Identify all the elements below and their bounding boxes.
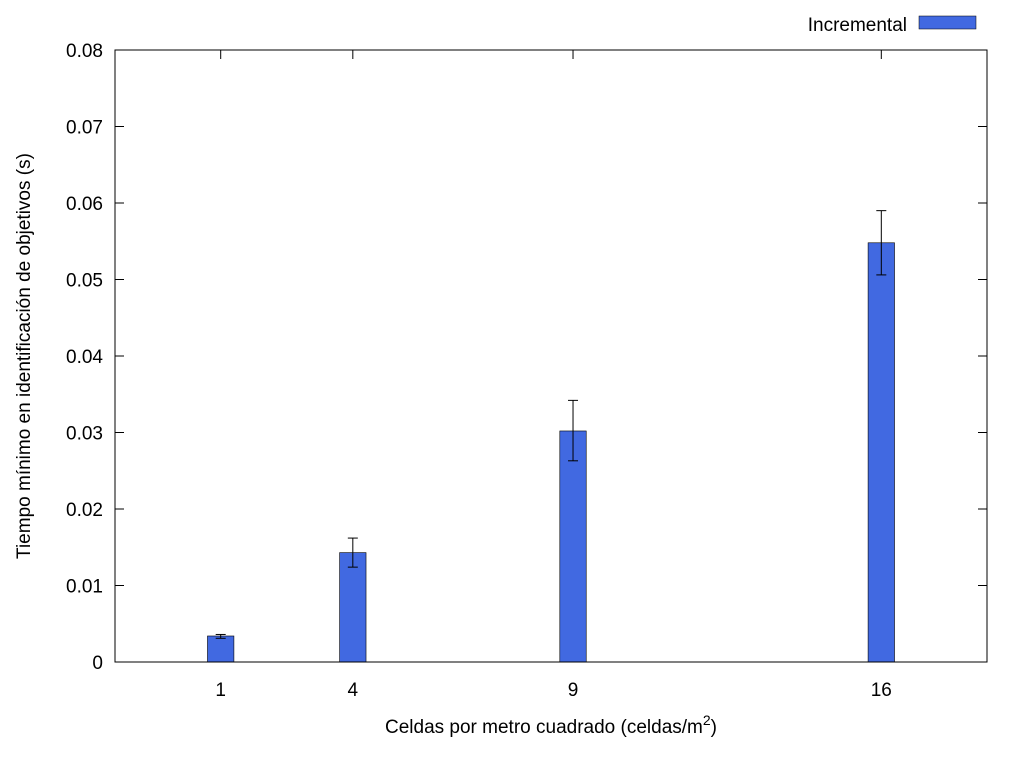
x-axis-title-end: ) — [711, 717, 717, 738]
x-tick-label: 1 — [215, 680, 226, 701]
x-tick-label: 4 — [348, 680, 359, 701]
x-axis-title: Celdas por metro cuadrado (celdas/m2) — [385, 712, 717, 738]
x-axis-title-main: Celdas por metro cuadrado (celdas/m — [385, 717, 703, 738]
plot-frame — [114, 49, 988, 663]
legend-swatch — [918, 15, 977, 30]
y-tick-label: 0 — [92, 653, 103, 674]
bar — [559, 430, 587, 663]
y-tick-label: 0.05 — [66, 271, 103, 292]
bar — [867, 242, 895, 663]
bars — [207, 210, 895, 663]
bar — [339, 552, 367, 663]
x-tick-label: 9 — [568, 680, 579, 701]
legend: Incremental — [808, 15, 977, 36]
y-tick-label: 0.03 — [66, 424, 103, 445]
y-tick-label: 0.01 — [66, 577, 103, 598]
x-axis-title-superscript: 2 — [703, 712, 711, 728]
y-tick-label: 0.02 — [66, 500, 103, 521]
axis-ticks: 0 0.01 0.02 0.03 0.04 0.05 0.06 0.07 0.08 1 4 9 16 — [66, 41, 987, 701]
legend-label: Incremental — [808, 15, 907, 36]
y-tick-label: 0.06 — [66, 194, 103, 215]
x-tick-label: 16 — [871, 680, 892, 701]
bar — [207, 635, 235, 663]
y-tick-label: 0.04 — [66, 347, 103, 368]
y-axis-title: Tiempo mínimo en identificación de objet… — [14, 153, 35, 559]
y-tick-label: 0.08 — [66, 41, 103, 62]
y-tick-label: 0.07 — [66, 118, 103, 139]
